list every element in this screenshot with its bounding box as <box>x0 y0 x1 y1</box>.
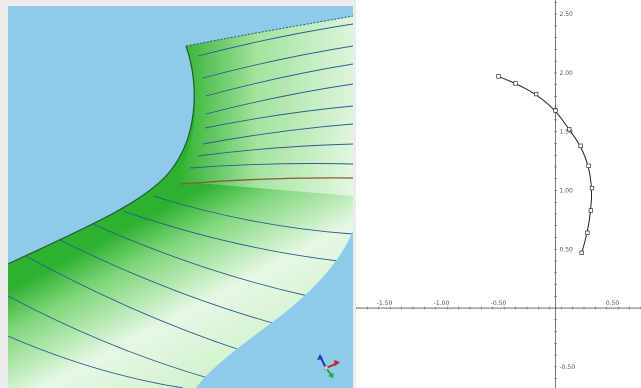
isoline <box>204 105 353 129</box>
curve-point[interactable] <box>585 230 590 235</box>
isoline <box>55 237 277 325</box>
y-ticks: 2.50 2.00 1.50 1.00 0.50 -0.50 <box>554 2 576 379</box>
isoline <box>8 295 209 379</box>
3d-viewport[interactable] <box>8 6 353 388</box>
x-tick-label: 0.50 <box>606 300 620 307</box>
curve-point[interactable] <box>579 250 584 255</box>
curve-point[interactable] <box>567 127 572 132</box>
curve-point[interactable] <box>588 208 593 213</box>
x-tick-label: -1.50 <box>377 300 393 307</box>
y-tick-label: 2.50 <box>560 11 574 18</box>
curve-plot[interactable]: -1.50 -1.00 -0.50 0.50 2.50 2.00 1.50 1.00 0.50… <box>356 0 641 388</box>
isoline <box>205 83 353 115</box>
surface-render <box>8 15 353 388</box>
isoline <box>92 223 309 297</box>
curve-point[interactable] <box>533 91 539 97</box>
curve-point[interactable] <box>513 81 518 86</box>
isoline <box>189 163 353 169</box>
isoline <box>8 335 184 388</box>
y-tick-label: 1.00 <box>560 187 574 194</box>
isoline <box>205 63 353 97</box>
x-tick-label: -0.50 <box>491 300 507 307</box>
curve-point[interactable] <box>496 74 501 79</box>
isoline <box>122 210 339 262</box>
isolines <box>8 23 353 388</box>
curve-points <box>496 74 595 255</box>
curve-point[interactable] <box>586 163 591 168</box>
curve-point[interactable] <box>589 185 595 191</box>
xyz-axes-icon <box>317 354 340 378</box>
isoline <box>197 23 353 57</box>
curve-point[interactable] <box>553 108 558 113</box>
isoline <box>202 123 353 145</box>
isoline <box>152 195 353 235</box>
isoline <box>21 253 244 352</box>
y-tick-label: -0.50 <box>560 364 576 371</box>
isoline <box>179 177 353 185</box>
x-ticks: -1.50 -1.00 -0.50 0.50 <box>356 300 641 310</box>
x-tick-label: -1.00 <box>434 300 450 307</box>
isoline <box>202 45 353 79</box>
y-tick-label: 1.50 <box>560 129 574 136</box>
y-tick-label: 0.50 <box>560 246 574 253</box>
curve-plot-svg: -1.50 -1.00 -0.50 0.50 2.50 2.00 1.50 1.00 0.50… <box>356 0 641 388</box>
y-tick-label: 2.00 <box>560 70 574 77</box>
curve-line <box>498 75 593 253</box>
isoline <box>197 143 353 157</box>
curve-point[interactable] <box>578 143 583 148</box>
